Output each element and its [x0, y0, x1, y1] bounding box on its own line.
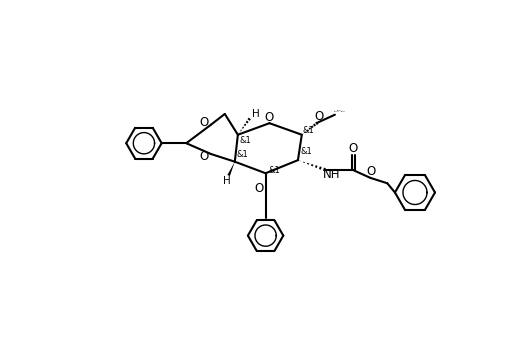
Text: &1: &1	[240, 136, 251, 146]
Text: &1: &1	[237, 150, 248, 159]
Text: O: O	[366, 165, 376, 178]
Text: methoxy: methoxy	[334, 111, 340, 112]
Text: methyl: methyl	[341, 111, 346, 112]
Text: O: O	[254, 182, 264, 195]
Polygon shape	[227, 162, 235, 176]
Text: &1: &1	[303, 126, 314, 135]
Text: H: H	[253, 109, 260, 119]
Text: O: O	[200, 150, 208, 163]
Text: H: H	[223, 176, 231, 186]
Text: O: O	[314, 110, 323, 123]
Text: NH: NH	[323, 168, 341, 181]
Text: methyl: methyl	[337, 109, 342, 111]
Text: &1: &1	[300, 147, 312, 156]
Text: O: O	[264, 110, 274, 123]
Text: O: O	[349, 142, 358, 155]
Text: &1: &1	[269, 166, 281, 175]
Text: O: O	[200, 116, 208, 129]
